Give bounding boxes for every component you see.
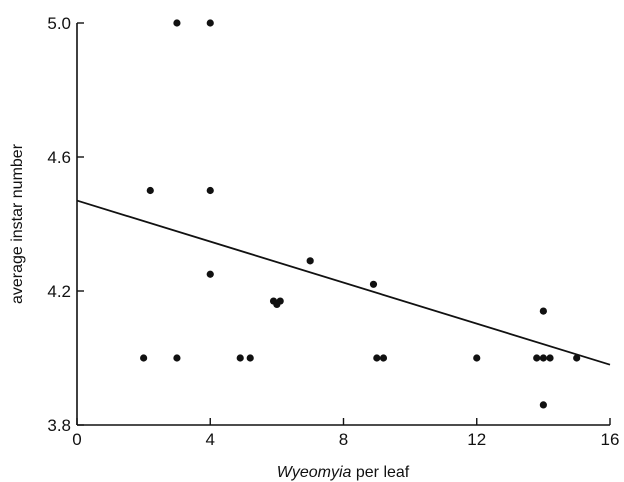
data-point	[246, 354, 254, 362]
data-point	[173, 19, 181, 27]
data-point	[369, 280, 378, 288]
data-point	[539, 307, 547, 315]
data-point	[206, 270, 214, 278]
data-point	[539, 401, 547, 409]
data-point	[173, 354, 181, 362]
regression-line	[76, 199, 611, 366]
x-axis-title: Wyeomyia per leaf	[277, 464, 410, 481]
data-point	[236, 354, 244, 362]
data-point	[473, 354, 481, 362]
x-tick-label: 16	[601, 430, 620, 449]
data-point	[573, 354, 581, 362]
data-point	[539, 354, 547, 362]
data-point	[379, 354, 388, 362]
y-tick-label: 4.2	[47, 282, 71, 301]
data-point	[146, 186, 154, 195]
x-tick-label: 4	[206, 430, 215, 449]
y-axis-ticks: 3.8 4.2 4.6 5.0	[47, 14, 84, 435]
x-tick-label: 8	[339, 430, 348, 449]
data-point	[546, 354, 554, 362]
data-point	[373, 354, 381, 362]
data-points	[140, 19, 581, 409]
x-axis-title-rest: per leaf	[351, 464, 409, 481]
data-point	[140, 354, 148, 362]
y-tick-label: 5.0	[47, 14, 71, 33]
data-point	[273, 300, 281, 308]
data-point	[533, 354, 541, 362]
regression-line-layer	[76, 199, 611, 366]
data-point	[206, 186, 214, 195]
y-tick-label: 3.8	[47, 416, 71, 435]
x-axis-ticks: 0 4 8 12 16	[72, 418, 619, 449]
x-axis-title-italic: Wyeomyia	[277, 464, 352, 481]
data-point	[206, 19, 214, 27]
x-tick-label: 0	[72, 430, 81, 449]
y-axis-title: average instar number	[9, 143, 26, 304]
plot-area: 3.8 4.2 4.6 5.0 0 4 8 12 16	[47, 14, 619, 449]
x-tick-label: 12	[467, 430, 486, 449]
y-tick-label: 4.6	[47, 148, 71, 167]
data-point	[306, 257, 314, 265]
